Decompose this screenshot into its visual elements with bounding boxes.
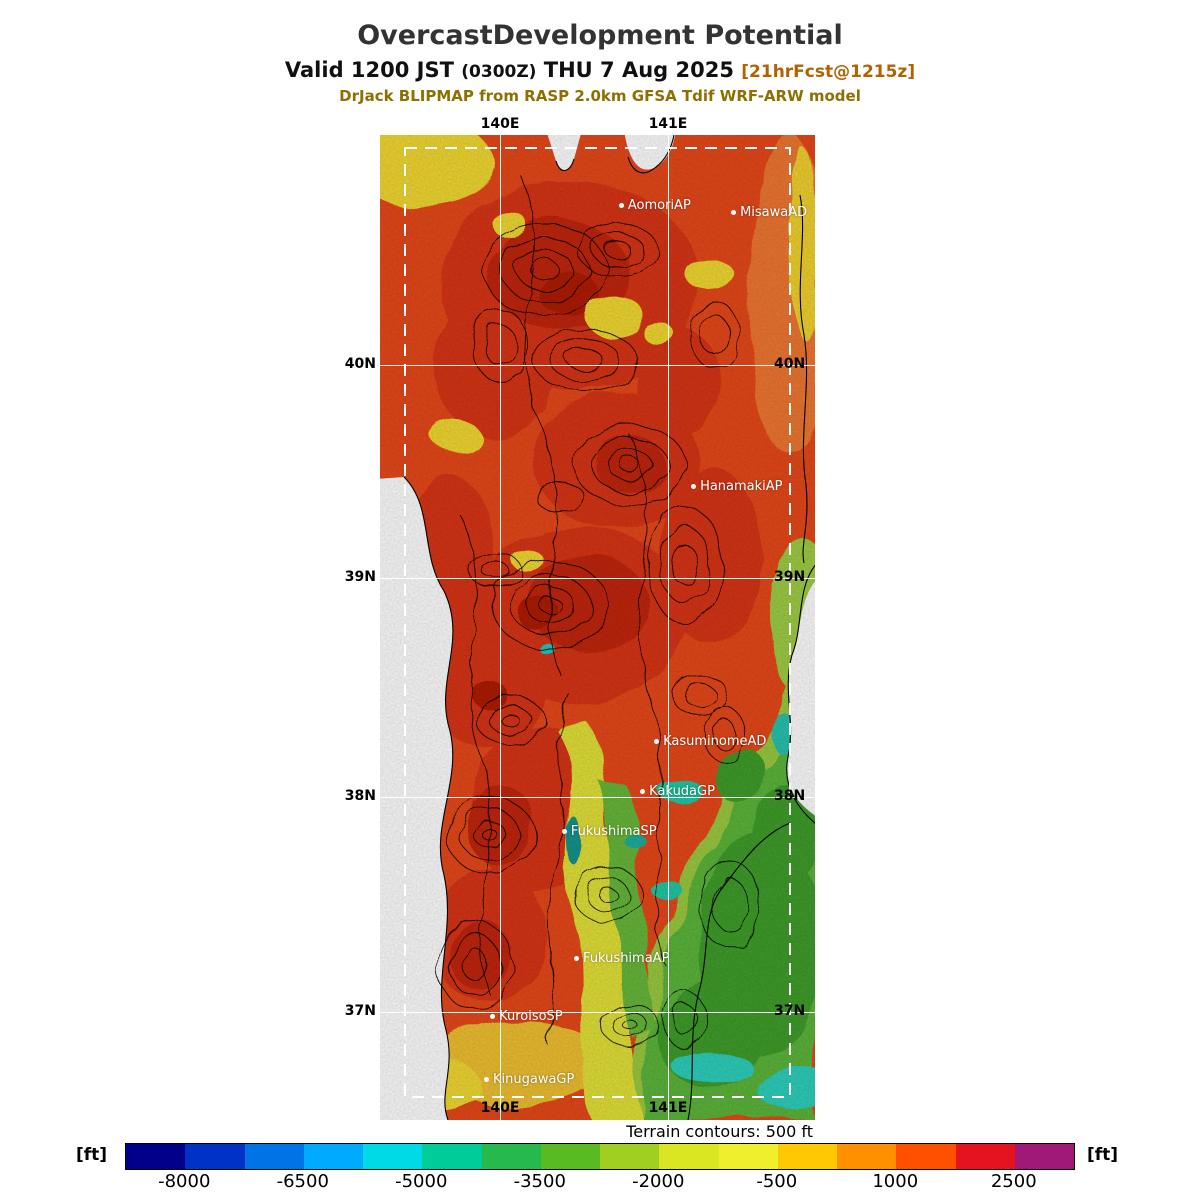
station-label: KasuminomeAD [663,733,767,749]
colorbar-cell-3 [303,1144,363,1169]
colorbar-tick--5000: -5000 [395,1171,448,1192]
lon-label-top-141E: 141E [648,116,688,132]
model-line: DrJack BLIPMAP from RASP 2.0km GFSA Tdif… [339,87,861,105]
station-label: KakudaGP [649,783,715,799]
station-dot-icon [691,483,697,489]
colorbar-tick--6500: -6500 [276,1171,329,1192]
station-label: FukushimaAP [583,951,670,967]
station-HanamakiAP: HanamakiAP [691,478,783,494]
colorbar-cell-8 [600,1144,660,1169]
lat-label-left-37N: 37N [344,1002,376,1019]
colorbar-tick-1000: 1000 [872,1171,919,1192]
lat-label-left-40N: 40N [344,356,376,373]
colorbar-tick-2500: 2500 [990,1171,1037,1192]
lat-label-right-39N: 39N [774,569,806,586]
valid-date: THU 7 Aug 2025 [543,58,734,82]
colorbar-cell-2 [244,1144,304,1169]
lon-label-top-140E: 140E [480,116,520,132]
station-dot-icon [640,788,646,794]
station-label: HanamakiAP [700,478,783,494]
colorbar-cell-9 [659,1144,719,1169]
valid-zulu: (0300Z) [461,62,537,82]
station-FukushimaSP: FukushimaSP [561,824,657,840]
station-FukushimaAP: FukushimaAP [574,951,669,966]
gridline-lon-141E [667,135,669,1120]
station-label: FukushimaSP [570,824,657,840]
station-label: AomoriAP [627,197,691,213]
lat-label-left-39N: 39N [344,569,376,586]
lat-label-right-37N: 37N [774,1002,806,1019]
colorbar-cell-15 [1014,1144,1074,1169]
station-dot-icon [574,956,580,962]
station-label: KinugawaGP [493,1071,575,1087]
terrain-contours [436,174,761,1049]
domain-inset-border [404,147,791,1098]
header: OvercastDevelopment Potential Valid 1200… [0,20,1200,105]
colorbar-cell-12 [837,1144,897,1169]
colorbar-bar [125,1143,1075,1170]
lat-label-right-40N: 40N [774,356,806,373]
colorbar-cell-6 [481,1144,541,1169]
station-KinugawaGP: KinugawaGP [484,1072,574,1087]
valid-fcst: [21hrFcst@1215z] [741,62,916,82]
station-dot-icon [484,1076,489,1082]
station-dot-icon [731,209,737,215]
colorbar-cell-7 [540,1144,600,1169]
map-art [380,135,815,1120]
colorbar-tick--500: -500 [756,1171,798,1192]
colorbar-cell-1 [185,1144,245,1169]
grain-overlay [380,135,815,1120]
station-dot-icon [561,829,567,835]
colorbar-unit-right: [ft] [1087,1145,1119,1165]
colorbar-cell-0 [126,1144,186,1169]
gridline-lat-39N [380,578,815,580]
gridline-lon-140E [500,135,502,1120]
colorbar-cell-5 [422,1144,482,1169]
valid-prefix: Valid 1200 JST [284,58,454,82]
colorbar-cell-13 [896,1144,956,1169]
colorbar-cell-4 [363,1144,423,1169]
station-label: MisawaAD [740,204,808,220]
lon-label-bottom-141E: 141E [648,1100,688,1116]
colorbar-tick--8000: -8000 [158,1171,211,1192]
colorbar-tick--3500: -3500 [513,1171,566,1192]
station-KakudaGP: KakudaGP [640,784,715,799]
page-title: OvercastDevelopment Potential [357,20,843,51]
coastlines [403,135,815,1120]
terrain-note: Terrain contours: 500 ft [626,1122,813,1141]
colorbar-tick--2000: -2000 [632,1171,685,1192]
station-KasuminomeAD: KasuminomeAD [654,734,766,749]
station-KuroisoSP: KuroisoSP [490,1009,563,1024]
station-MisawaAD: MisawaAD [731,205,807,220]
colorbar-cell-10 [718,1144,778,1169]
valid-line: Valid 1200 JST (0300Z) THU 7 Aug 2025 [2… [0,58,1200,82]
station-dot-icon [618,202,624,208]
colorbar-unit-left: [ft] [76,1145,108,1165]
gridline-lat-37N [380,1011,815,1013]
station-label: KuroisoSP [499,1008,563,1024]
gridline-lat-40N [380,365,815,367]
map-frame: AomoriAP MisawaAD HanamakiAP KasuminomeAD Ka… [380,135,815,1120]
lon-label-bottom-140E: 140E [480,1100,520,1116]
lat-label-left-38N: 38N [344,787,376,804]
lat-label-right-38N: 38N [774,787,806,804]
colorbar-cell-14 [955,1144,1015,1169]
colorbar-cell-11 [777,1144,837,1169]
station-dot-icon [490,1013,496,1019]
gridline-lat-38N [380,796,815,798]
station-AomoriAP: AomoriAP [618,197,691,213]
station-dot-icon [654,738,660,744]
